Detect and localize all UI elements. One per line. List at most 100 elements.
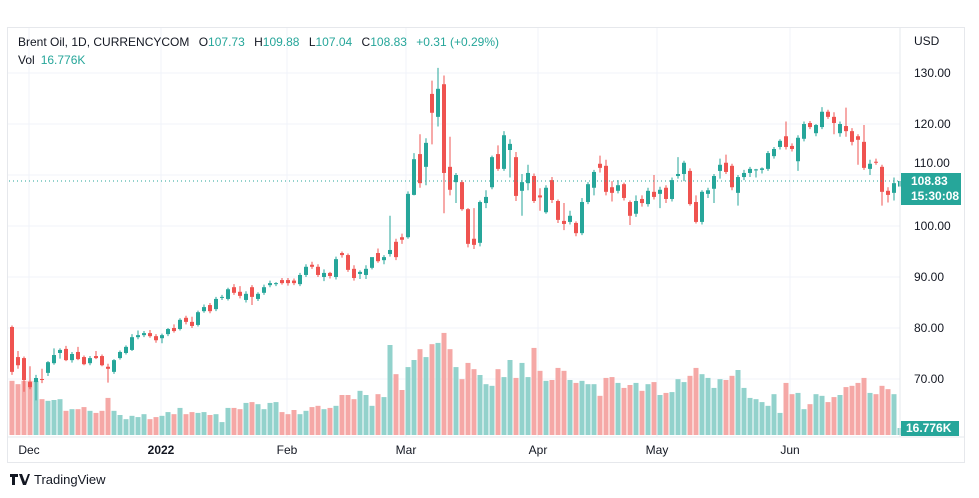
candle-up	[88, 356, 92, 366]
candle-down	[856, 134, 860, 165]
price-tick: 90.00	[914, 270, 945, 284]
candle-down	[172, 324, 176, 333]
candles	[10, 67, 902, 401]
candle-body	[742, 172, 746, 178]
candle-body	[172, 328, 176, 332]
candle-down	[16, 350, 20, 369]
candle-body	[88, 358, 92, 364]
candle-body	[16, 357, 20, 366]
candle-body	[334, 259, 338, 277]
volume-bar	[855, 382, 861, 435]
candle-body	[688, 170, 692, 205]
candle-up	[742, 169, 746, 181]
candle-up	[124, 345, 128, 355]
candle-body	[886, 190, 890, 195]
candle-down	[652, 175, 656, 200]
time-tick: Feb	[276, 443, 298, 457]
candle-down	[844, 107, 848, 137]
candle-up	[766, 151, 770, 171]
volume-bar	[435, 342, 441, 435]
candle-body	[448, 166, 452, 190]
candle-body	[58, 349, 62, 353]
volume-bar	[117, 415, 123, 435]
candle-body	[874, 161, 878, 163]
close-value: 108.83	[370, 35, 407, 49]
candle-down	[208, 303, 212, 314]
candle-body	[502, 135, 506, 169]
candle-up	[634, 195, 638, 217]
volume-bar	[609, 377, 615, 435]
candle-body	[532, 176, 536, 202]
candle-up	[358, 270, 362, 280]
candle-body	[322, 272, 326, 277]
candle-body	[136, 335, 140, 338]
candle-up	[334, 256, 338, 280]
candle-up	[304, 264, 308, 277]
candle-up	[712, 173, 716, 204]
volume-bar	[615, 382, 621, 435]
candle-body	[304, 266, 308, 275]
time-tick: Mar	[395, 443, 417, 457]
volume-bar	[69, 409, 75, 435]
candle-body	[310, 264, 314, 267]
candle-body	[166, 329, 170, 335]
candle-up	[196, 310, 200, 327]
candle-body	[718, 164, 722, 171]
candle-body	[298, 274, 302, 285]
candle-up	[802, 121, 806, 142]
volume-bar	[261, 409, 267, 435]
candle-body	[496, 154, 500, 169]
candle-body	[562, 220, 566, 224]
candle-body	[556, 201, 560, 220]
volume-label[interactable]: Vol	[18, 53, 35, 67]
candle-body	[592, 171, 596, 188]
candle-body	[652, 191, 656, 197]
volume-bar	[57, 399, 63, 435]
volume-bar	[687, 375, 693, 435]
candle-body	[250, 287, 254, 297]
volume-bar	[405, 367, 411, 435]
candle-body	[370, 257, 374, 268]
volume-bar	[783, 382, 789, 435]
candle-body	[82, 357, 86, 365]
candle-up	[706, 187, 710, 198]
currency-label[interactable]: USD	[914, 34, 940, 48]
candle-up	[670, 177, 674, 202]
time-tick: Dec	[18, 443, 40, 457]
volume-bar	[309, 407, 315, 435]
tradingview-branding[interactable]: TradingView	[10, 472, 106, 487]
candle-down	[694, 195, 698, 224]
volume-bar	[843, 387, 849, 435]
volume-bar	[825, 402, 831, 435]
candle-down	[82, 355, 86, 366]
candle-body	[712, 176, 716, 189]
volume-bar	[723, 380, 729, 435]
candle-body	[184, 317, 188, 322]
bar-countdown: 15:30:08	[911, 189, 960, 203]
candle-body	[700, 191, 704, 222]
candle-body	[22, 358, 26, 381]
candle-up	[370, 257, 374, 270]
time-tick: Apr	[528, 443, 548, 457]
volume-bar	[9, 380, 15, 435]
candle-body	[574, 222, 578, 234]
symbol-title[interactable]: Brent Oil, 1D, CURRENCYCOM	[18, 35, 190, 49]
candle-down	[826, 109, 830, 119]
volume-bar	[165, 412, 171, 435]
time-tick: 2022	[147, 443, 175, 457]
volume-bar	[219, 422, 225, 435]
candle-body	[736, 177, 740, 193]
candle-body	[802, 124, 806, 139]
volume-bar	[273, 402, 279, 435]
candle-down	[832, 112, 836, 135]
candle-up	[586, 182, 590, 205]
candle-up	[682, 160, 686, 182]
candle-down	[604, 159, 608, 196]
candle-body	[100, 356, 104, 366]
candle-body	[820, 111, 824, 128]
volume-bar	[381, 397, 387, 435]
volume-bar	[375, 394, 381, 435]
volume-bar	[297, 414, 303, 435]
candle-up	[112, 359, 116, 374]
